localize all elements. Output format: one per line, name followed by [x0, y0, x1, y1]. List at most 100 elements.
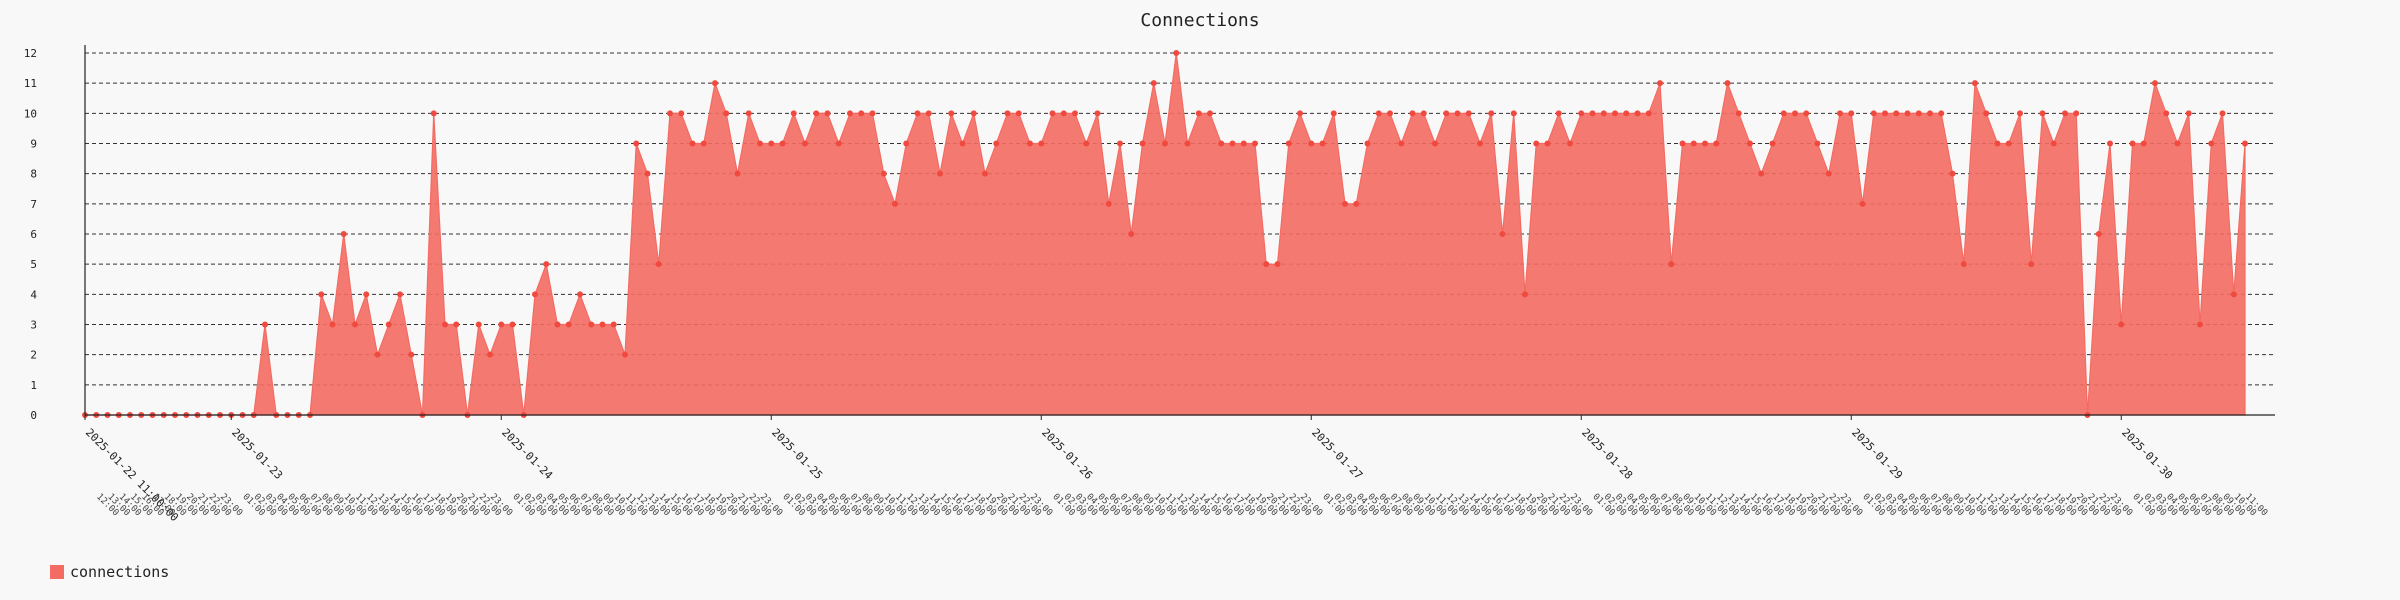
data-point: [1690, 140, 1697, 147]
legend-swatch: [50, 565, 64, 579]
data-point: [1060, 110, 1067, 117]
data-point: [1330, 110, 1337, 117]
data-point: [554, 321, 561, 328]
data-point: [2028, 261, 2035, 268]
y-tick-label: 12: [24, 47, 37, 60]
data-point: [858, 110, 865, 117]
data-point: [363, 291, 370, 298]
data-point: [2005, 140, 2012, 147]
data-point: [835, 140, 842, 147]
data-point: [633, 140, 640, 147]
data-point: [880, 170, 887, 177]
legend-label-connections: connections: [70, 563, 170, 581]
data-point: [712, 80, 718, 87]
data-point: [1724, 80, 1731, 87]
data-point: [509, 321, 516, 328]
x-tick-label: 2025-01-23: [229, 426, 285, 482]
y-tick-label: 7: [30, 198, 37, 211]
data-point: [1567, 140, 1573, 147]
data-point: [1769, 140, 1776, 147]
x-tick-labels: 2025-01-22 11:00:00 2025-01-23 2025-01-24 2…: [83, 415, 2269, 524]
data-point: [700, 140, 707, 147]
data-point: [599, 321, 606, 328]
data-point: [1803, 110, 1810, 117]
x-tick-label: 2025-01-30: [2119, 426, 2175, 482]
data-point: [1668, 261, 1675, 268]
data-point: [1600, 110, 1607, 117]
data-point: [329, 321, 336, 328]
data-point: [1229, 140, 1236, 147]
y-tick-label: 8: [30, 168, 37, 181]
data-point: [1105, 200, 1112, 207]
data-point: [1792, 110, 1798, 117]
y-tick-label: 6: [30, 228, 37, 241]
data-point: [1139, 140, 1146, 147]
data-point: [869, 110, 876, 117]
data-point: [1162, 140, 1168, 147]
data-point: [1364, 140, 1371, 147]
data-point: [1398, 140, 1405, 147]
data-point: [2017, 110, 2023, 117]
data-point: [1083, 140, 1090, 147]
y-tick-label: 2: [30, 349, 37, 362]
data-point: [903, 140, 910, 147]
chart-title: Connections: [1140, 10, 1259, 31]
data-point: [1589, 110, 1596, 117]
data-point: [1117, 140, 1123, 147]
data-point: [1522, 291, 1528, 298]
data-point: [993, 140, 1000, 147]
data-point: [577, 291, 583, 298]
data-point: [475, 321, 482, 328]
data-point: [1702, 140, 1708, 147]
x-tick-label: 2025-01-24: [499, 426, 555, 482]
data-point: [1612, 110, 1618, 117]
data-point: [1825, 170, 1832, 177]
data-point: [2174, 140, 2181, 147]
data-point: [2129, 140, 2136, 147]
data-point: [262, 321, 268, 328]
x-tick-label: 2025-01-27: [1309, 426, 1365, 482]
data-point: [1375, 110, 1382, 117]
data-point: [723, 110, 730, 117]
data-point: [1645, 110, 1652, 117]
data-point: [1218, 140, 1225, 147]
data-point: [948, 110, 955, 117]
data-point: [1015, 110, 1022, 117]
data-point: [442, 321, 448, 328]
data-point: [1465, 110, 1472, 117]
data-point: [1443, 110, 1450, 117]
data-point: [1342, 200, 1348, 207]
data-point: [1780, 110, 1787, 117]
data-point: [1094, 110, 1101, 117]
series-points: [82, 50, 2248, 418]
data-point: [453, 321, 460, 328]
data-point: [802, 140, 808, 147]
data-point: [1184, 140, 1191, 147]
data-point: [1128, 231, 1135, 237]
data-point: [1983, 110, 1990, 117]
data-point: [1634, 110, 1641, 117]
data-point: [352, 321, 358, 328]
data-point: [1477, 140, 1483, 147]
data-point: [1274, 261, 1281, 268]
data-point: [1882, 110, 1888, 117]
data-point: [1150, 80, 1157, 87]
y-tick-label: 5: [30, 258, 37, 271]
data-point: [1915, 110, 1922, 117]
data-point: [847, 110, 853, 117]
data-point: [689, 140, 696, 147]
data-point: [982, 170, 988, 177]
data-point: [1859, 200, 1866, 207]
y-tick-label: 9: [30, 138, 37, 151]
data-point: [588, 321, 595, 328]
data-point: [2107, 140, 2113, 147]
data-point: [2073, 110, 2080, 117]
data-point: [2050, 140, 2057, 147]
data-point: [813, 110, 820, 117]
legend: connections: [50, 563, 169, 581]
data-point: [487, 351, 493, 358]
y-tick-label: 3: [30, 319, 37, 332]
data-point: [622, 351, 628, 358]
data-point: [1195, 110, 1202, 117]
data-point: [655, 261, 662, 268]
